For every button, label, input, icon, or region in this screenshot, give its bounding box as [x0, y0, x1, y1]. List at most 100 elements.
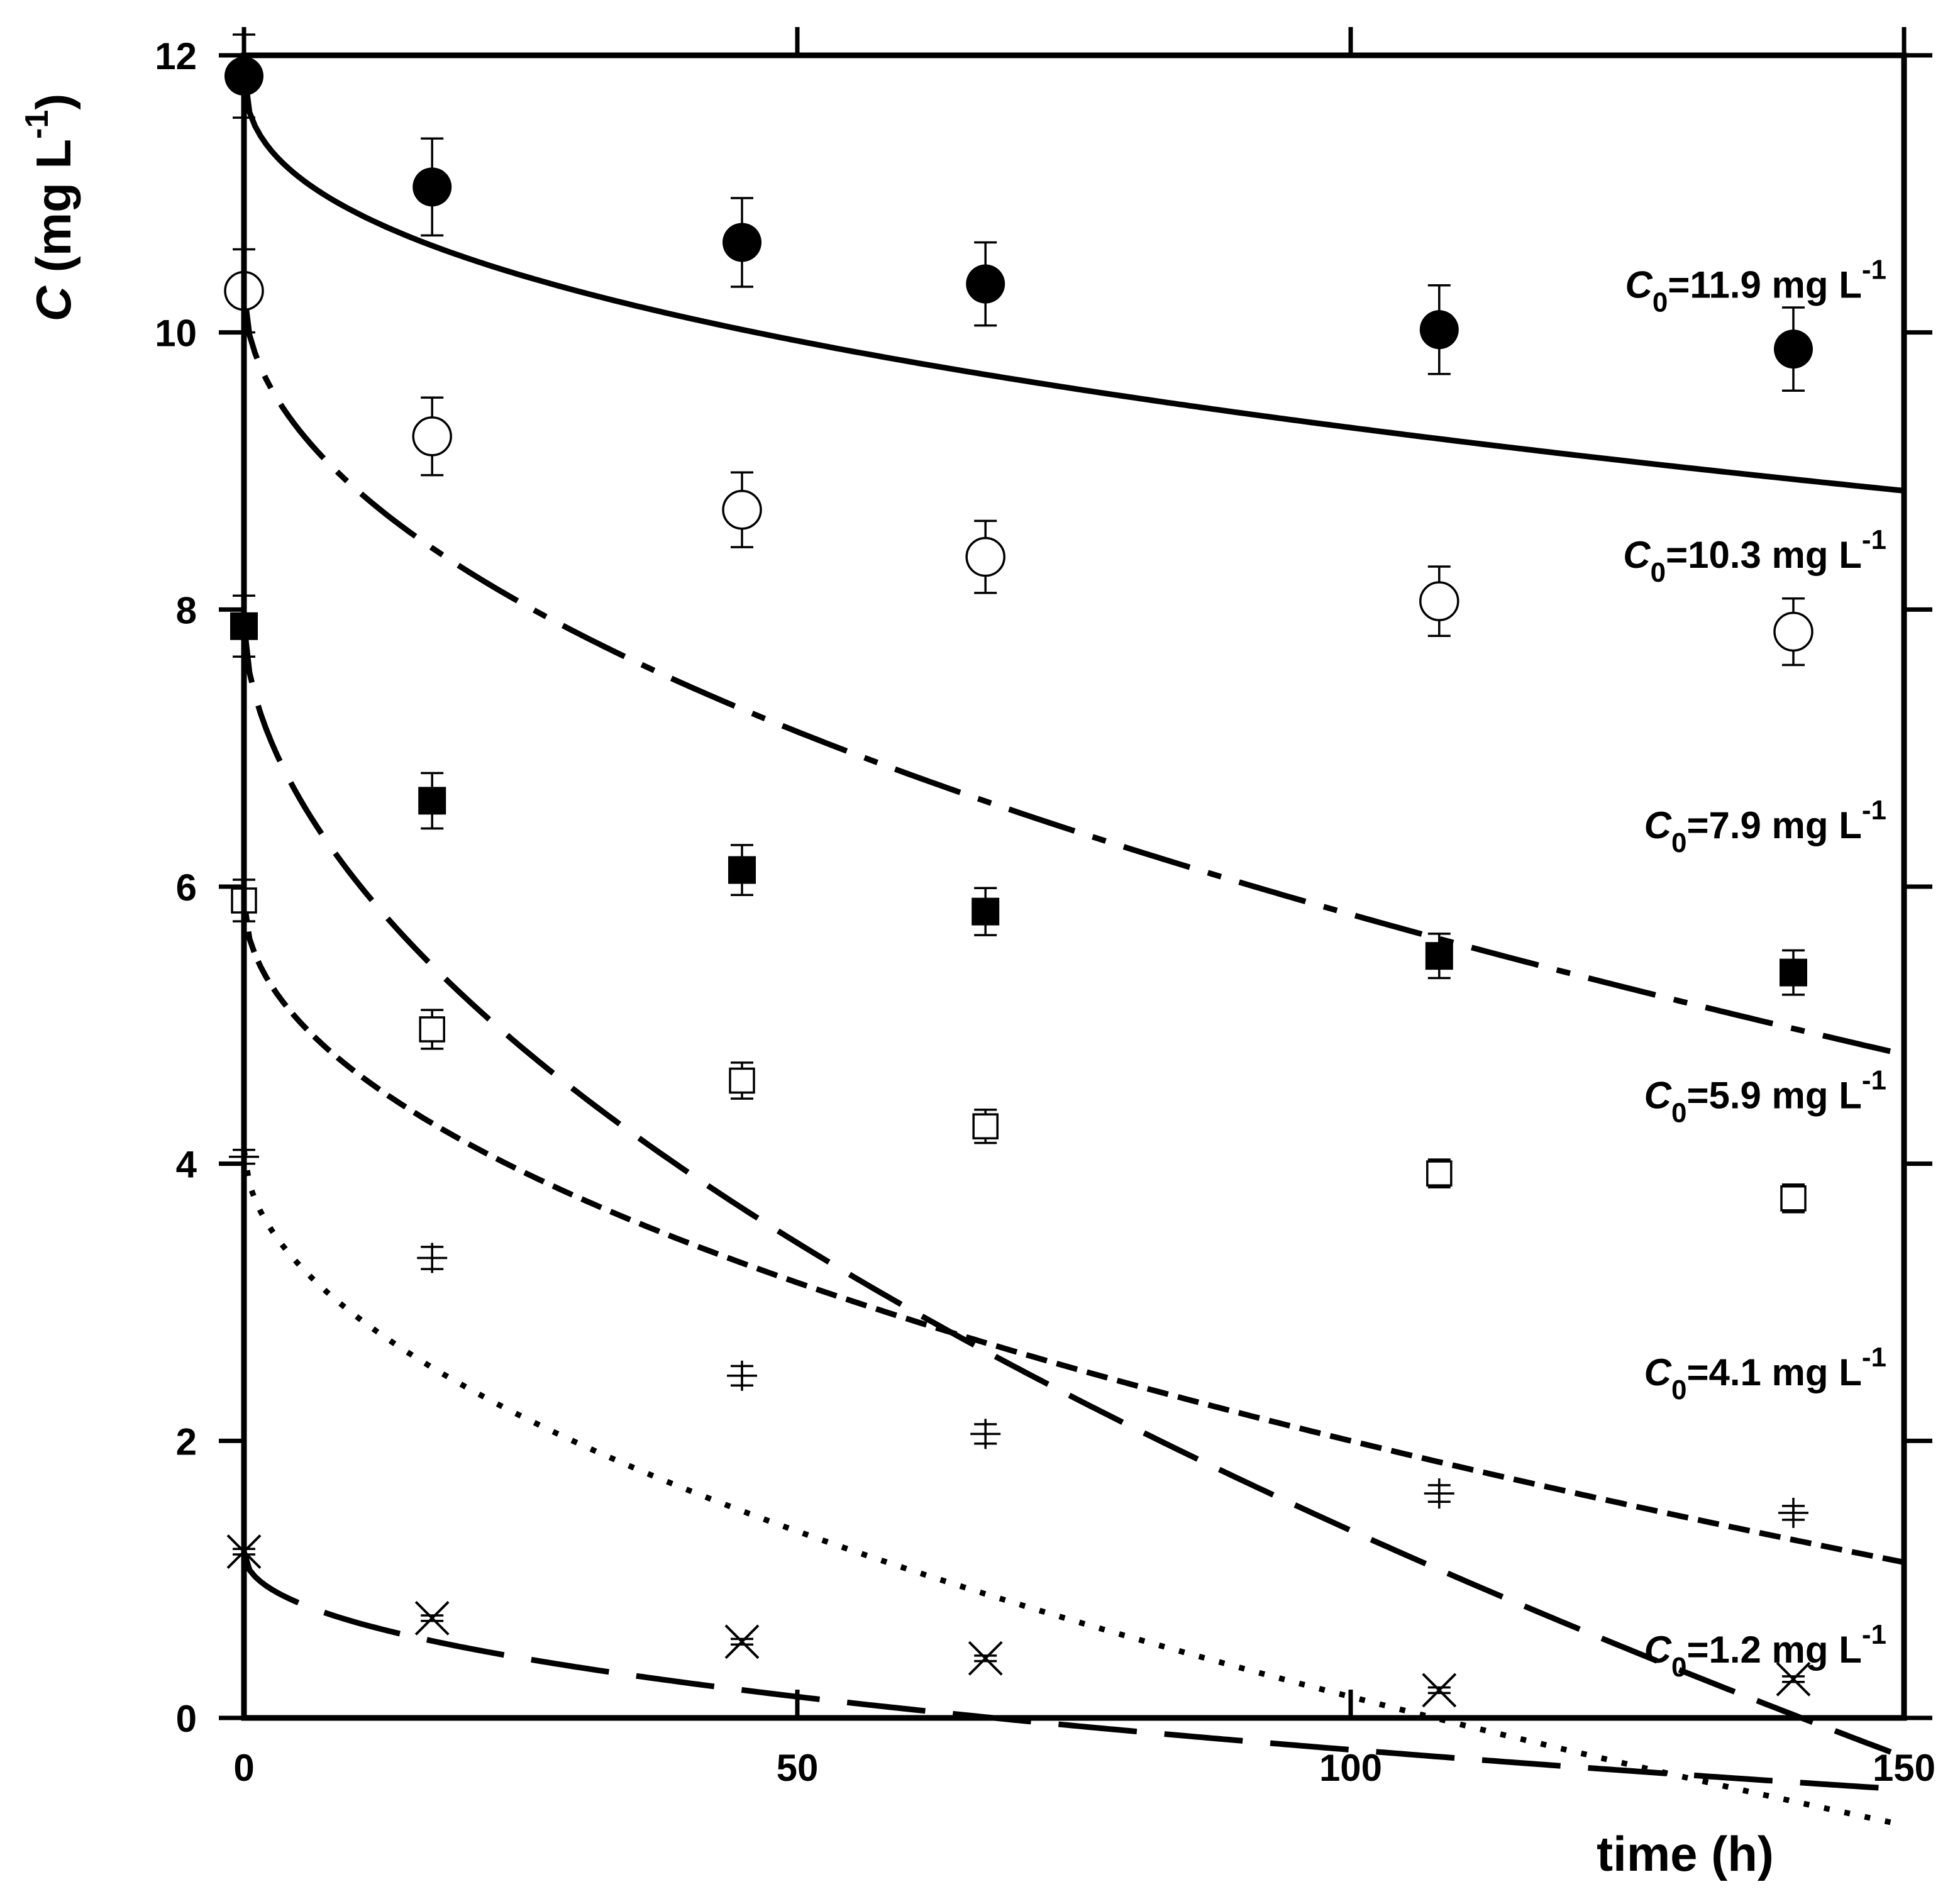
marker-filled-circle — [966, 264, 1005, 304]
marker-open-square — [1426, 1160, 1453, 1187]
marker-filled-square — [1780, 958, 1807, 987]
series-label: C0=11.9 mg L-1 — [1625, 255, 1886, 318]
data-point — [724, 1624, 760, 1659]
marker-open-circle — [965, 536, 1005, 577]
series-label-symbol: C — [1623, 534, 1651, 576]
marker-filled-circle — [1774, 330, 1813, 369]
marker-cross-b — [1422, 1673, 1457, 1708]
series-label-symbol: C — [1644, 1351, 1673, 1393]
marker-filled-circle — [412, 167, 452, 207]
y-axis-unit-exponent: -1 — [19, 110, 55, 139]
data-point — [970, 1419, 1001, 1449]
data-point — [417, 1243, 448, 1273]
y-tick-label: 12 — [155, 35, 197, 77]
series-label-subscript: 0 — [1671, 1375, 1686, 1405]
marker-filled-square — [418, 787, 446, 815]
data-point — [728, 844, 756, 896]
data-point — [414, 1600, 450, 1636]
marker-open-circle — [412, 416, 452, 457]
marker-open-square — [729, 1067, 755, 1094]
data-point — [723, 197, 761, 288]
data-point — [1780, 949, 1807, 996]
data-point — [1773, 597, 1813, 667]
data-point — [412, 137, 452, 237]
data-point — [1419, 565, 1459, 637]
y-axis-close: ) — [26, 94, 81, 110]
series-label-subscript: 0 — [1651, 557, 1666, 588]
data-points — [224, 33, 1813, 1708]
series-label: C0=10.3 mg L-1 — [1623, 524, 1886, 588]
marker-filled-square — [972, 897, 1000, 926]
y-axis-title: C (mg L-1) — [19, 94, 81, 322]
fit-curve-6 — [241, 1551, 1905, 1793]
series-label-text: =1.2 mg L — [1686, 1629, 1861, 1671]
fit-curve-1 — [241, 69, 1905, 494]
series-label-exponent: -1 — [1862, 1619, 1886, 1650]
marker-cross-b — [1776, 1661, 1811, 1697]
series-label-subscript: 0 — [1671, 1652, 1686, 1683]
tick-marks — [219, 27, 1932, 1720]
fit-curve-4 — [241, 900, 1905, 1565]
data-point — [1426, 1158, 1453, 1188]
x-tick-label: 100 — [1319, 1747, 1382, 1789]
data-point — [966, 241, 1005, 327]
data-point — [729, 1061, 755, 1100]
series-label: C0=5.9 mg L-1 — [1644, 1065, 1886, 1129]
marker-filled-circle — [723, 223, 761, 262]
series-label-text: =11.9 mg L — [1668, 264, 1862, 306]
marker-cross-b — [724, 1624, 760, 1659]
marker-open-circle — [722, 489, 762, 530]
data-point — [1776, 1661, 1811, 1697]
marker-open-circle — [1419, 581, 1459, 621]
data-point — [1774, 306, 1813, 392]
data-point — [1425, 933, 1453, 980]
marker-filled-circle — [1419, 310, 1459, 350]
x-tick-label: 50 — [777, 1747, 819, 1789]
marker-open-square — [419, 1016, 445, 1043]
series-label-exponent: -1 — [1862, 524, 1886, 555]
marker-filled-square — [728, 856, 756, 884]
marker-open-square — [1780, 1185, 1807, 1212]
data-point — [419, 1009, 445, 1050]
series-label-exponent: -1 — [1862, 1065, 1886, 1096]
series-label-symbol: C — [1644, 1629, 1673, 1671]
series-label: C0=4.1 mg L-1 — [1644, 1342, 1886, 1405]
fit-curve-5 — [241, 1149, 1905, 1828]
y-tick-label: 0 — [176, 1698, 197, 1740]
series-label-text: =7.9 mg L — [1686, 804, 1861, 846]
series-label-text: =4.1 mg L — [1686, 1351, 1861, 1393]
y-tick-label: 4 — [176, 1144, 197, 1186]
marker-cross-b — [968, 1641, 1003, 1676]
series-label-text: =10.3 mg L — [1666, 534, 1862, 576]
series-label-exponent: -1 — [1862, 1342, 1886, 1373]
data-point — [972, 1108, 999, 1144]
marker-cross-b — [414, 1600, 450, 1636]
y-axis-unit: (mg L — [26, 139, 81, 286]
series-label-text: =5.9 mg L — [1686, 1075, 1861, 1117]
y-axis-symbol: C — [26, 285, 81, 321]
fit-curve-2 — [241, 291, 1905, 1058]
x-tick-label: 150 — [1873, 1747, 1935, 1789]
series-label: C0=1.2 mg L-1 — [1644, 1619, 1886, 1683]
marker-open-circle — [1773, 611, 1813, 652]
series-label-symbol: C — [1644, 804, 1673, 846]
series-label-subscript: 0 — [1671, 1098, 1686, 1129]
y-tick-label: 2 — [176, 1420, 197, 1463]
data-point — [1778, 1497, 1808, 1528]
x-tick-label: 0 — [233, 1747, 254, 1789]
fit-curves — [241, 69, 1905, 1828]
data-point — [965, 519, 1005, 594]
data-point — [972, 887, 1000, 936]
y-tick-label: 6 — [176, 867, 197, 909]
data-point — [1419, 284, 1459, 375]
data-point — [418, 772, 446, 830]
series-label-subscript: 0 — [1653, 287, 1668, 318]
marker-open-square — [972, 1113, 999, 1139]
series-labels: C0=11.9 mg L-1C0=10.3 mg L-1C0=7.9 mg L-… — [1623, 255, 1886, 1683]
data-point — [412, 396, 452, 477]
series-label-symbol: C — [1644, 1075, 1673, 1117]
series-label-exponent: -1 — [1862, 795, 1886, 826]
series-label-exponent: -1 — [1862, 255, 1886, 285]
tick-labels: 0 50 100 150 0 2 4 6 8 10 12 — [155, 35, 1935, 1789]
